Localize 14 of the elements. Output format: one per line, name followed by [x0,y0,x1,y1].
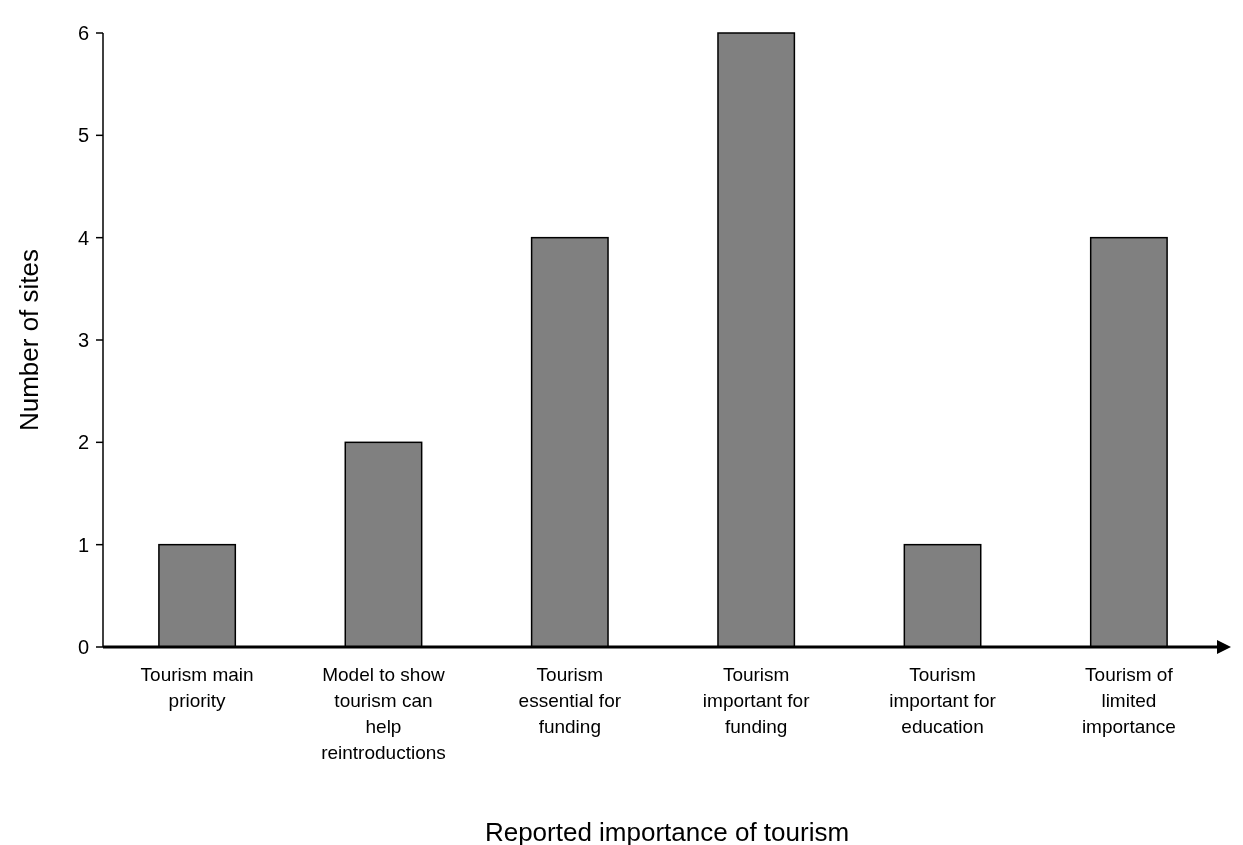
y-tick-label: 5 [77,124,89,147]
x-tick-label: Tourism of limited importance [1081,664,1176,737]
y-tick-label: 4 [77,226,89,249]
x-tick-label: Tourism main priority [140,664,254,711]
y-tick-label: 2 [77,431,89,454]
y-tick-label: 3 [77,329,89,351]
x-tick-label: Model to show tourism can help reintroductions [321,664,446,763]
y-tick-label: 6 [77,22,89,44]
x-tick-label: Tourism important for education [889,664,997,737]
y-tick-label: 1 [77,533,89,556]
y-axis-title: Number of sites [14,248,44,432]
y-tick-label: 0 [77,636,89,658]
x-tick-label: Tourism essential for funding [518,664,622,737]
x-tick-label: Tourism important for funding [702,664,811,737]
